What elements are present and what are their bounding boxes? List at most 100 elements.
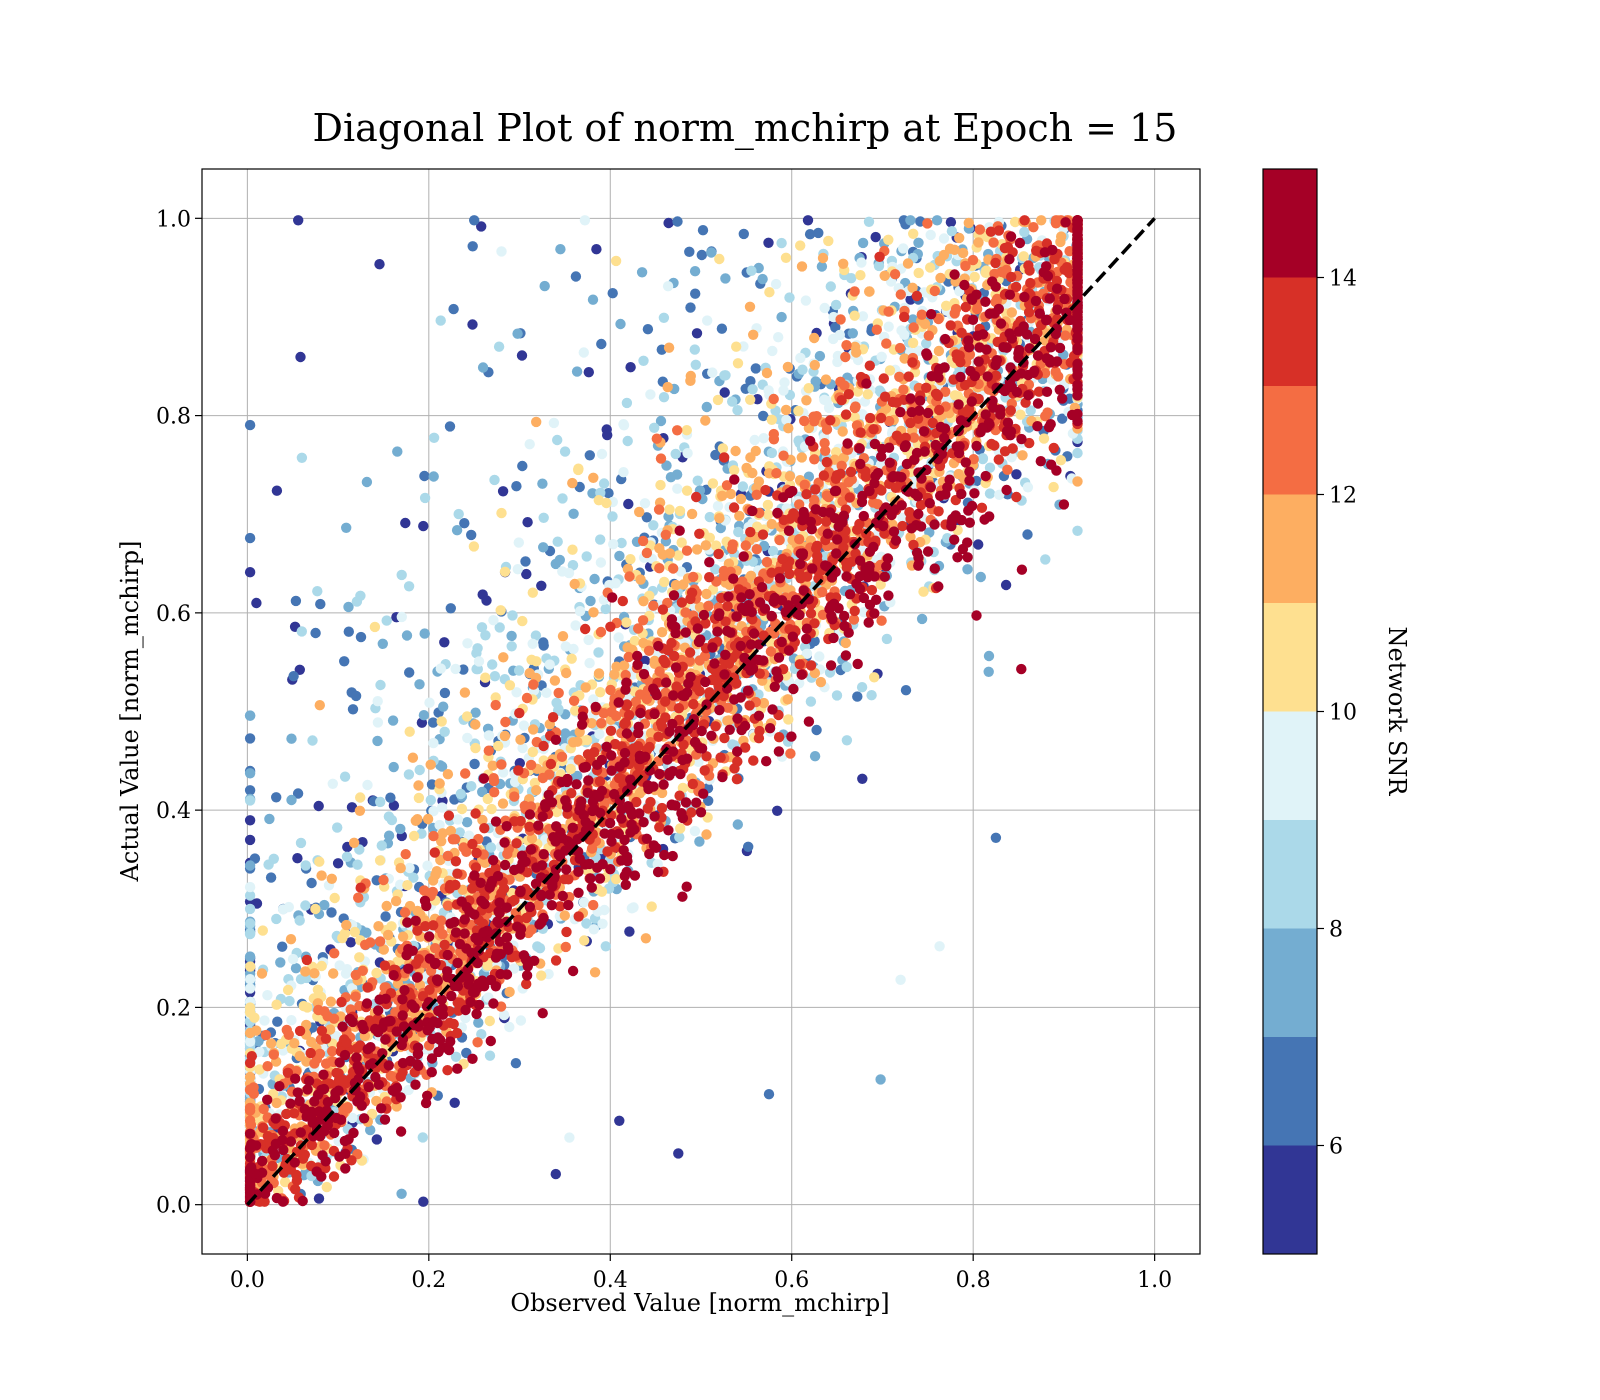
scatter-point xyxy=(339,656,350,667)
scatter-point xyxy=(785,748,796,759)
scatter-point xyxy=(298,1000,309,1012)
scatter-point xyxy=(772,805,783,816)
scatter-point xyxy=(659,576,670,588)
scatter-point xyxy=(319,1006,330,1017)
scatter-point xyxy=(400,517,411,529)
scatter-point xyxy=(1056,231,1067,242)
scatter-point xyxy=(244,567,256,578)
scatter-point xyxy=(504,1021,515,1033)
scatter-point xyxy=(762,499,774,511)
scatter-point xyxy=(1057,413,1068,424)
scatter-point xyxy=(984,488,996,499)
scatter-point xyxy=(701,588,712,600)
scatter-point xyxy=(244,983,256,994)
scatter-point xyxy=(857,311,869,322)
scatter-point xyxy=(527,746,538,758)
scatter-point xyxy=(614,1115,625,1127)
scatter-point xyxy=(941,300,952,311)
scatter-point xyxy=(375,796,386,808)
scatter-point xyxy=(294,664,305,675)
scatter-point xyxy=(461,817,473,828)
scatter-point xyxy=(309,968,320,979)
scatter-point xyxy=(681,545,693,556)
scatter-point xyxy=(473,656,485,667)
scatter-point xyxy=(424,697,435,708)
scatter-point xyxy=(715,752,726,763)
scatter-point xyxy=(611,661,622,672)
scatter-point xyxy=(637,615,649,626)
scatter-point xyxy=(355,792,366,803)
scatter-point xyxy=(290,963,302,974)
scatter-point xyxy=(623,498,634,510)
scatter-point xyxy=(245,961,256,972)
scatter-point xyxy=(784,292,795,303)
scatter-point xyxy=(689,825,701,837)
scatter-point xyxy=(1072,525,1083,536)
scatter-point xyxy=(1060,330,1071,341)
scatter-point xyxy=(654,543,665,554)
scatter-point xyxy=(645,389,656,400)
scatter-point xyxy=(548,417,560,429)
scatter-point xyxy=(849,402,861,414)
scatter-point xyxy=(605,725,617,736)
scatter-point xyxy=(748,329,759,340)
scatter-point xyxy=(511,687,522,698)
scatter-point xyxy=(591,244,602,255)
scatter-point xyxy=(686,508,698,520)
scatter-point xyxy=(1072,476,1083,487)
scatter-point xyxy=(674,832,685,843)
scatter-point xyxy=(472,1037,483,1048)
scatter-point xyxy=(518,720,530,731)
scatter-point xyxy=(332,858,344,869)
scatter-point xyxy=(489,474,500,486)
scatter-point xyxy=(316,1025,328,1037)
scatter-point xyxy=(341,522,352,533)
scatter-point xyxy=(581,918,592,929)
scatter-point xyxy=(319,1140,330,1151)
scatter-point xyxy=(471,847,482,859)
scatter-point xyxy=(361,476,373,488)
scatter-point xyxy=(1018,251,1029,262)
scatter-point xyxy=(809,359,820,371)
scatter-point xyxy=(819,302,830,314)
scatter-point xyxy=(376,840,387,851)
scatter-point xyxy=(809,751,821,762)
scatter-point xyxy=(434,819,445,831)
scatter-point xyxy=(729,465,740,476)
scatter-point xyxy=(907,314,919,325)
scatter-point xyxy=(655,415,667,427)
scatter-point xyxy=(347,1112,358,1124)
scatter-point xyxy=(557,493,568,504)
scatter-point xyxy=(244,1084,256,1096)
scatter-point xyxy=(539,280,550,292)
scatter-point xyxy=(419,470,430,482)
scatter-point xyxy=(244,785,256,796)
scatter-point xyxy=(727,539,738,550)
scatter-point xyxy=(589,573,600,585)
scatter-point xyxy=(934,941,945,952)
scatter-point xyxy=(295,351,306,363)
scatter-point xyxy=(371,967,382,979)
scatter-point xyxy=(634,506,645,518)
scatter-point xyxy=(251,597,262,609)
scatter-point xyxy=(404,667,415,678)
scatter-point xyxy=(570,271,582,282)
scatter-point xyxy=(963,217,974,229)
scatter-point xyxy=(339,771,351,782)
scatter-point xyxy=(357,965,368,976)
scatter-point xyxy=(422,860,433,871)
scatter-point xyxy=(341,919,352,931)
scatter-point xyxy=(473,1017,484,1028)
scatter-point xyxy=(883,306,894,317)
scatter-point xyxy=(700,540,712,551)
scatter-point xyxy=(610,873,622,885)
scatter-point xyxy=(799,415,810,427)
scatter-point xyxy=(841,735,853,746)
scatter-point xyxy=(504,680,516,691)
scatter-point xyxy=(524,821,535,832)
scatter-point xyxy=(444,421,456,432)
scatter-point xyxy=(452,814,464,825)
scatter-point xyxy=(507,610,518,621)
scatter-point xyxy=(428,830,439,842)
